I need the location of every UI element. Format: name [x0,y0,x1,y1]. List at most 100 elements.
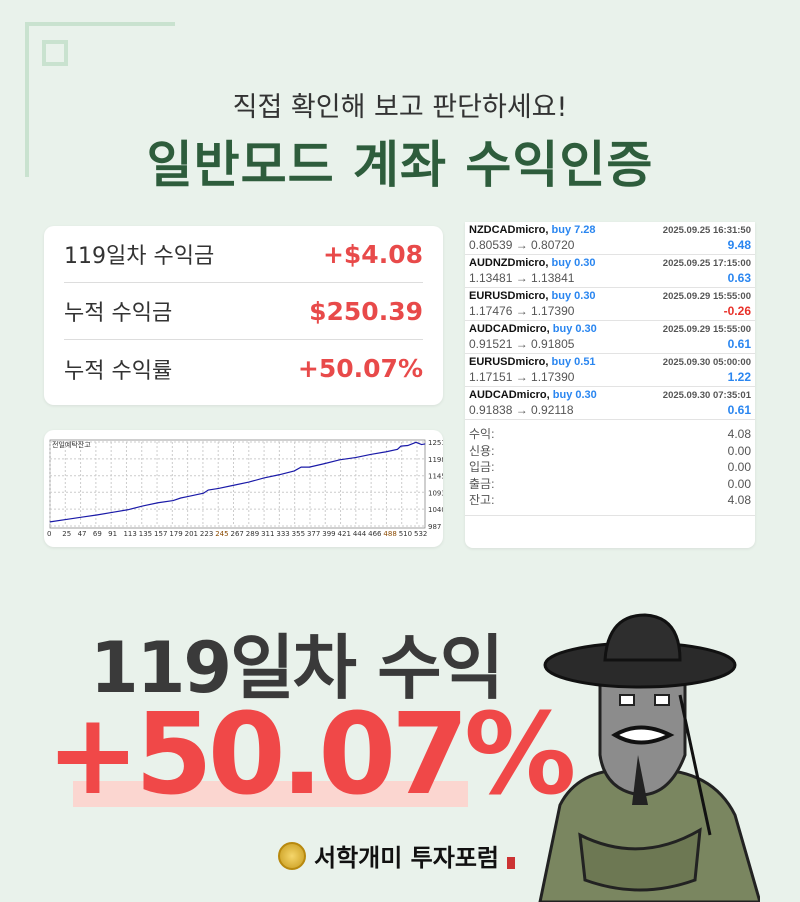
summary-value: $250.39 [309,296,423,326]
total-row: 잔고: 4.08 [469,492,751,509]
total-label: 신용: [469,443,495,458]
balance-point [424,443,426,445]
balance-point [397,448,398,450]
x-tick-label: 311 [261,530,274,538]
balance-point [218,488,219,489]
x-tick-label: 0 [47,530,51,538]
balance-point [400,445,402,447]
brand-name: 서학개미 투자포럼 [314,844,499,872]
trade-side: buy 0.30 [552,323,597,335]
headline-percent: +50.07% [46,690,576,820]
y-tick-label: 1198 [428,456,443,464]
trade-time: 2025.09.30 07:35:01 [662,390,751,401]
total-label: 출금: [469,476,495,491]
x-tick-label: 444 [353,530,367,538]
trade-row: EURUSDmicro, buy 0.51 2025.09.30 05:00:00… [465,354,755,387]
trade-profit: -0.26 [723,304,751,318]
balance-point [81,516,83,518]
coin-icon [278,841,306,870]
trade-side: buy 0.51 [551,356,596,368]
balance-point [421,444,422,445]
balance-point [157,502,159,504]
x-tick-label: 69 [93,530,102,538]
x-tick-label: 267 [231,530,244,538]
balance-point [142,505,144,507]
trade-profit: 1.22 [727,370,751,384]
total-value: 4.08 [727,493,751,507]
summary-label: 119일차 수익금 [64,244,215,269]
trade-side: buy 0.30 [551,290,596,302]
total-value: 0.00 [727,476,751,491]
total-row: 출금: 0.00 [469,476,751,493]
y-tick-label: 1093 [428,489,443,497]
summary-label: 누적 수익률 [64,358,173,384]
balance-point [300,466,302,468]
symbol: EURUSDmicro, [469,290,549,302]
x-tick-label: 135 [139,530,152,538]
trade-row: AUDNZDmicro, buy 0.30 2025.09.25 17:15:00… [465,255,755,288]
x-tick-label: 245 [215,530,228,538]
balance-point [248,481,250,483]
summary-label: 누적 수익금 [64,301,173,326]
trade-symbol: EURUSDmicro, buy 0.51 [469,355,596,370]
balance-point [263,477,265,479]
trade-symbol: AUDCADmicro, buy 0.30 [469,388,597,403]
trade-profit: 9.48 [727,238,751,252]
highlight-bar [73,781,468,807]
balance-point [66,518,68,520]
symbol: EURUSDmicro, [469,356,549,368]
summary-value: +$4.08 [322,239,423,269]
balance-point [127,509,129,511]
trade-prices: 0.91838 → 0.92118 [469,403,574,417]
x-tick-label: 333 [276,530,289,538]
total-row: 입금: 0.00 [469,459,751,476]
balance-point [49,521,51,523]
summary-card: 119일차 수익금 +$4.08 누적 수익금 $250.39 누적 수익률 +50.… [44,226,443,405]
balance-point [407,445,409,446]
trade-symbol: AUDNZDmicro, buy 0.30 [469,256,596,271]
trade-prices: 1.17151 → 1.17390 [469,370,575,384]
total-label: 잔고: [469,493,495,507]
trade-symbol: AUDCADmicro, buy 0.30 [469,322,597,337]
corner-decoration-square [42,40,68,66]
x-tick-label: 289 [246,530,259,538]
x-tick-label: 466 [368,530,382,538]
balance-point [309,466,310,468]
trade-time: 2025.09.30 05:00:00 [662,357,751,368]
scholar-character-illustration [538,613,760,902]
balance-point [207,489,209,491]
balance-point [112,511,114,513]
balance-point [172,500,174,501]
trade-prices: 1.13481 → 1.13841 [469,271,575,285]
balance-chart: 987 1040 1093 1145 1198 1251 0 25 47 69 91 11313515… [47,439,446,538]
brand-logo: 서학개미 투자포럼 [278,838,515,873]
total-label: 입금: [469,460,495,474]
balance-point [339,459,341,461]
trade-time: 2025.09.25 16:31:50 [662,225,751,236]
seal-icon [507,856,515,869]
trade-row: AUDCADmicro, buy 0.30 2025.09.30 07:35:01… [465,387,755,420]
x-tick-label: 532 [414,530,427,538]
trade-history: NZDCADmicro, buy 7.28 2025.09.25 16:31:50… [465,222,755,548]
x-tick-label: 399 [322,530,335,538]
x-tick-label: 201 [185,530,198,538]
x-tick-label: 157 [154,530,167,538]
balance-point [293,470,295,472]
symbol: NZDCADmicro, [469,224,549,236]
trade-side: buy 7.28 [551,224,596,236]
x-tick-label: 25 [62,530,71,538]
balance-point [203,492,204,494]
x-tick-label: 223 [200,530,213,538]
x-tick-label: 377 [307,530,320,538]
trade-prices: 0.91521 → 0.91805 [469,337,575,351]
balance-point [415,441,417,443]
x-tick-label: 355 [292,530,305,538]
trade-profit: 0.61 [727,337,751,351]
x-tick-label: 421 [338,530,351,538]
trade-prices: 0.80539 → 0.80720 [469,238,575,252]
balance-point [278,474,280,476]
chart-title: 전일예탁잔고 [52,440,91,449]
trade-row: AUDCADmicro, buy 0.30 2025.09.29 15:55:00… [465,321,755,354]
total-value: 4.08 [727,427,751,441]
trade-row: NZDCADmicro, buy 7.28 2025.09.25 16:31:50… [465,222,755,255]
